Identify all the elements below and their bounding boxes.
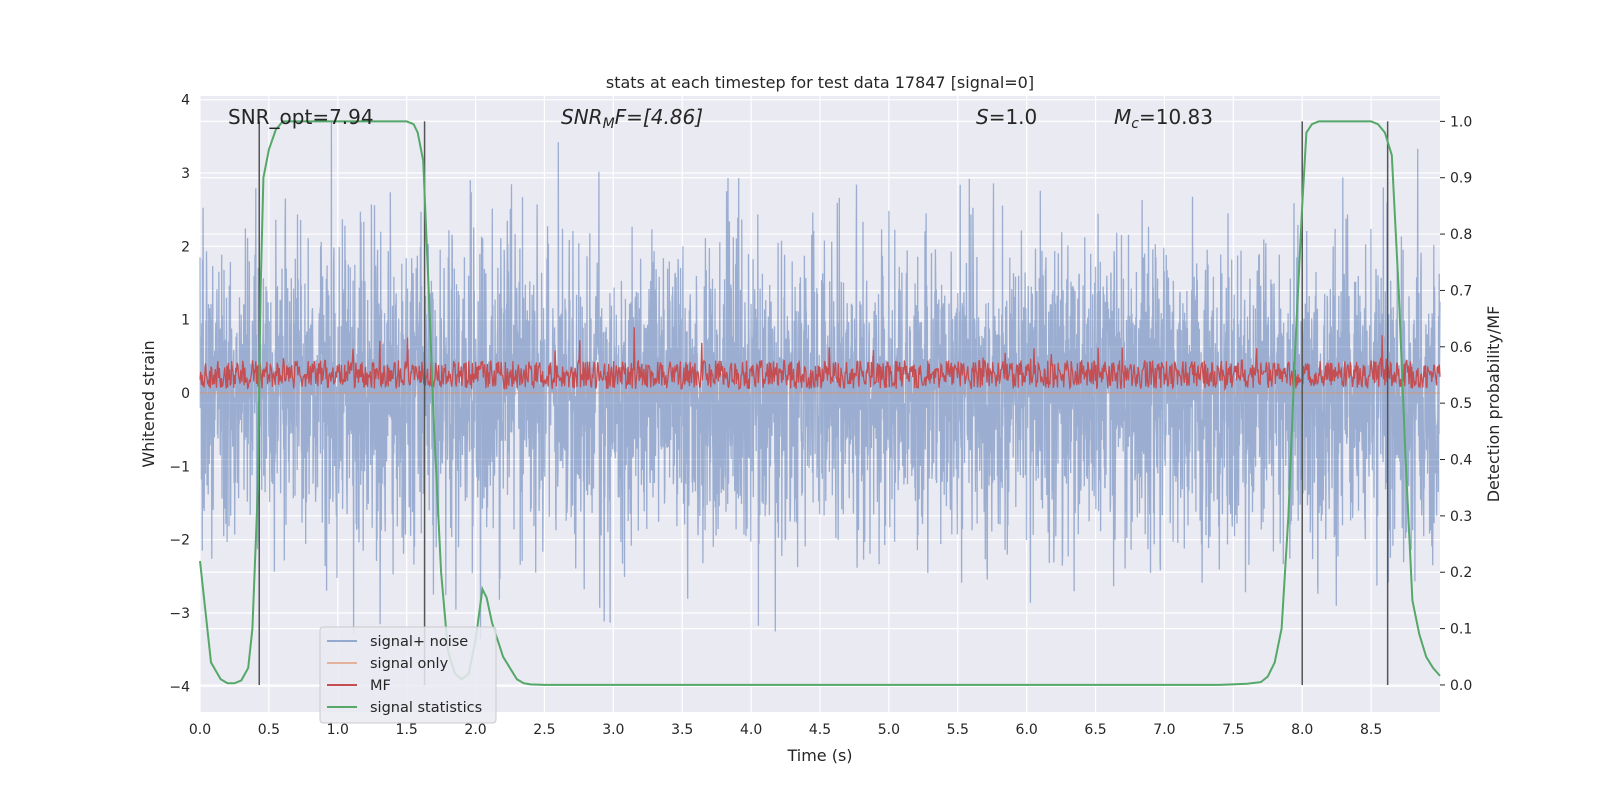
y-right-tick-label: 0.3 xyxy=(1450,509,1472,525)
y-right-tick-label: 0.1 xyxy=(1450,622,1472,638)
x-tick-label: 8.5 xyxy=(1360,722,1382,738)
legend-label-signal-only: signal only xyxy=(370,656,449,672)
annotation-s: S=1.0 xyxy=(976,105,1037,129)
annotation-snr-mf-rest: F=[4.86] xyxy=(615,105,703,129)
signal-noise-line xyxy=(199,121,1441,640)
x-tick-label: 5.0 xyxy=(878,722,900,738)
y-right-tick-label: 0.4 xyxy=(1450,453,1472,469)
y-right-tick-label: 0.9 xyxy=(1450,171,1472,187)
y-left-tick-label: −2 xyxy=(169,533,190,549)
y-left-tick-label: 2 xyxy=(181,239,190,255)
x-tick-label: 0.0 xyxy=(189,722,211,738)
x-axis-label: Time (s) xyxy=(786,746,852,765)
legend-label-signal-noise: signal+ noise xyxy=(370,634,468,650)
y-right-tick-label: 0.2 xyxy=(1450,565,1472,581)
x-axis-ticks: 0.0 0.5 1.0 1.5 2.0 2.5 3.0 3.5 4.0 4.5 5.0 5.5 6.0 6… xyxy=(189,722,1382,738)
y-left-tick-label: 4 xyxy=(181,93,190,109)
signal-statistics-line xyxy=(199,120,1441,686)
y-left-tick-label: 1 xyxy=(181,313,190,329)
mf-line xyxy=(199,327,1441,392)
x-tick-label: 1.5 xyxy=(396,722,418,738)
y-right-tick-label: 0.0 xyxy=(1450,678,1472,694)
series-signal-statistics xyxy=(199,120,1441,686)
annotation-snr-opt: SNR_opt=7.94 xyxy=(228,105,374,129)
y-left-tick-label: −3 xyxy=(169,606,190,622)
y-axis-left-label: Whitened strain xyxy=(139,340,158,467)
legend-label-mf: MF xyxy=(370,678,391,694)
annotation-snr-mf-sub: M xyxy=(603,116,615,132)
y-right-tick-label: 0.8 xyxy=(1450,227,1472,243)
y-right-tick-label: 1.0 xyxy=(1450,114,1472,130)
x-tick-label: 2.5 xyxy=(533,722,555,738)
x-tick-label: 6.0 xyxy=(1016,722,1038,738)
y-left-tick-label: −4 xyxy=(169,679,190,695)
x-tick-label: 1.0 xyxy=(327,722,349,738)
annotation-s-main: S xyxy=(976,105,989,129)
annotation-snr-mf-main: SNR xyxy=(561,105,603,129)
x-tick-label: 0.5 xyxy=(258,722,280,738)
x-tick-label: 8.0 xyxy=(1291,722,1313,738)
series-signal-noise xyxy=(199,121,1441,640)
y-axis-right-ticks: 0.0 0.1 0.2 0.3 0.4 0.5 0.6 0.7 0.8 0.9 1.0 xyxy=(1440,114,1472,694)
annotation-mc: Mc=10.83 xyxy=(1114,105,1213,132)
chart-title: stats at each timestep for test data 178… xyxy=(606,73,1034,92)
x-tick-label: 6.5 xyxy=(1084,722,1106,738)
legend-box xyxy=(319,626,497,724)
legend: signal+ noise signal only MF signal stat… xyxy=(319,626,497,724)
annotation-mc-sub: c xyxy=(1131,116,1139,132)
x-tick-label: 7.0 xyxy=(1153,722,1175,738)
annotation-snr-mf: SNRMF=[4.86] xyxy=(561,105,703,132)
x-tick-label: 2.0 xyxy=(464,722,486,738)
annotation-mc-main: M xyxy=(1114,105,1131,129)
y-right-tick-label: 0.7 xyxy=(1450,283,1472,299)
y-left-tick-label: 0 xyxy=(181,386,190,402)
x-tick-label: 3.5 xyxy=(671,722,693,738)
x-tick-label: 4.0 xyxy=(740,722,762,738)
annotation-s-rest: =1.0 xyxy=(989,105,1038,129)
legend-label-signal-statistics: signal statistics xyxy=(370,700,482,716)
x-tick-label: 7.5 xyxy=(1222,722,1244,738)
y-right-tick-label: 0.6 xyxy=(1450,340,1472,356)
y-left-tick-label: −1 xyxy=(169,459,190,475)
y-right-tick-label: 0.5 xyxy=(1450,396,1472,412)
series-mf xyxy=(199,327,1441,392)
y-left-tick-label: 3 xyxy=(181,166,190,182)
x-tick-label: 3.0 xyxy=(602,722,624,738)
x-tick-label: 5.5 xyxy=(947,722,969,738)
y-axis-right-label: Detection probability/MF xyxy=(1484,306,1503,503)
x-tick-label: 4.5 xyxy=(809,722,831,738)
annotation-mc-rest: =10.83 xyxy=(1139,105,1213,129)
y-axis-left-ticks: −4 −3 −2 −1 0 1 2 3 4 xyxy=(169,93,190,696)
